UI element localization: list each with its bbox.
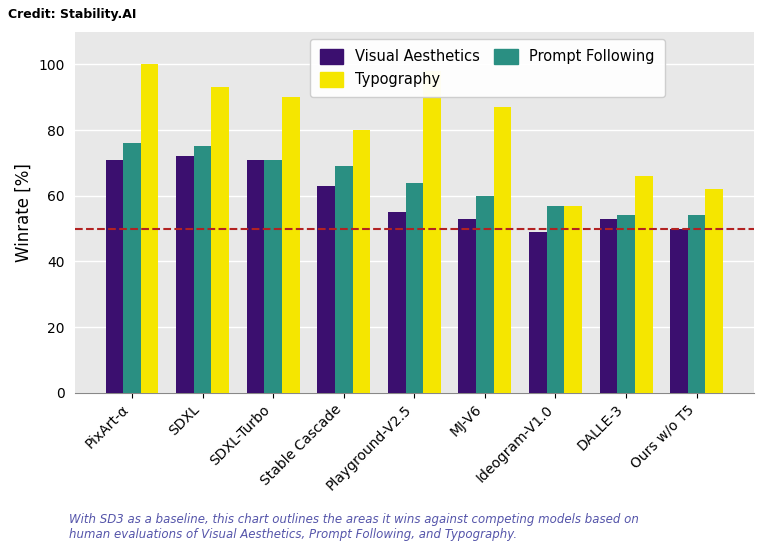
Bar xyxy=(423,71,441,392)
Bar xyxy=(194,146,211,392)
Bar xyxy=(687,215,705,392)
Bar xyxy=(176,156,194,392)
Bar xyxy=(564,205,582,392)
Bar xyxy=(671,229,687,392)
Bar xyxy=(141,65,158,392)
Text: Credit: Stability.AI: Credit: Stability.AI xyxy=(8,8,136,22)
Bar xyxy=(458,219,476,392)
Legend: Visual Aesthetics, Typography, Prompt Following: Visual Aesthetics, Typography, Prompt Fo… xyxy=(310,39,665,97)
Bar xyxy=(282,97,300,392)
Text: With SD3 as a baseline, this chart outlines the areas it wins against competing : With SD3 as a baseline, this chart outli… xyxy=(69,513,639,541)
Bar xyxy=(335,166,352,392)
Bar xyxy=(705,189,723,392)
Bar xyxy=(318,186,335,392)
Bar xyxy=(494,107,511,392)
Bar xyxy=(265,160,282,392)
Bar xyxy=(529,232,547,392)
Bar xyxy=(388,212,405,392)
Bar xyxy=(635,176,653,392)
Bar xyxy=(247,160,265,392)
Bar xyxy=(405,183,423,392)
Bar xyxy=(123,143,141,392)
Y-axis label: Winrate [%]: Winrate [%] xyxy=(15,163,33,262)
Bar xyxy=(211,87,229,392)
Bar xyxy=(105,160,123,392)
Bar xyxy=(352,130,370,392)
Bar xyxy=(547,205,564,392)
Bar xyxy=(600,219,618,392)
Bar xyxy=(476,196,494,392)
Bar xyxy=(618,215,635,392)
